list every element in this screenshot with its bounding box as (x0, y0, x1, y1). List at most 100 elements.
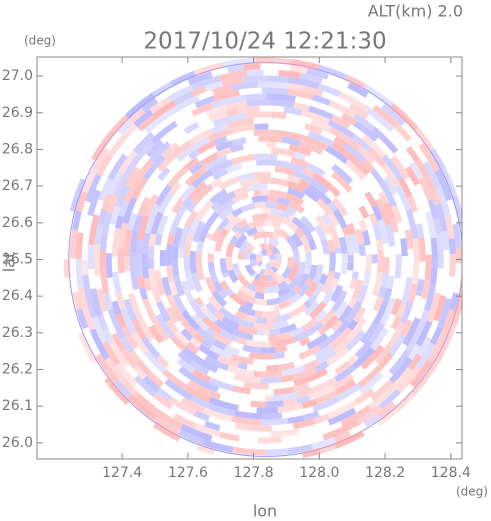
echo-cell (169, 221, 179, 236)
echo-cell (264, 279, 279, 288)
echo-cell (191, 102, 214, 117)
echo-cell (208, 377, 234, 392)
echo-cell (293, 373, 317, 387)
echo-cell (202, 211, 220, 232)
x-tick-label: 128.4 (431, 465, 471, 481)
echo-cell (368, 322, 385, 344)
echo-cell (299, 235, 311, 253)
echo-cell (329, 278, 339, 291)
echo-cell (195, 326, 217, 345)
echo-cell (146, 370, 164, 388)
echo-cell (183, 242, 192, 257)
echo-cell (302, 448, 321, 458)
echo-cell (351, 279, 364, 300)
echo-cell (328, 252, 336, 272)
echo-cell (260, 249, 268, 256)
echo-cell (261, 412, 283, 420)
echo-cell (280, 210, 291, 220)
echo-cell (372, 104, 399, 128)
echo-cell (170, 70, 196, 87)
echo-cell (340, 112, 357, 126)
echo-cell (283, 106, 303, 116)
echo-cell (347, 319, 358, 331)
echo-cell (283, 398, 298, 407)
echo-cell (327, 211, 340, 227)
echo-cell (151, 81, 173, 98)
echo-cell (231, 223, 241, 234)
echo-cell (135, 239, 144, 255)
echo-cell (238, 239, 251, 254)
echo-cell (89, 328, 110, 361)
echo-cell (280, 374, 294, 383)
echo-cell (317, 64, 348, 81)
echo-cell (107, 134, 128, 159)
echo-cell (313, 413, 330, 425)
echo-cell (81, 259, 89, 276)
echo-cell (177, 350, 194, 365)
echo-cell (354, 388, 375, 405)
echo-cell (382, 136, 399, 154)
echo-cell (230, 81, 259, 91)
echo-cell (104, 376, 131, 406)
echo-cell (208, 110, 228, 122)
echo-cell (90, 139, 109, 162)
echo-cell (75, 232, 84, 259)
echo-cell (142, 375, 161, 393)
echo-cell (268, 334, 277, 342)
echo-cell (148, 268, 158, 290)
echo-cell (224, 215, 242, 233)
echo-cell (189, 360, 210, 376)
echo-cell (345, 329, 366, 352)
echo-cell (243, 63, 261, 71)
echo-cell (327, 399, 359, 420)
echo-cell (184, 209, 199, 228)
echo-cell (281, 136, 301, 147)
echo-cell (96, 154, 113, 177)
echo-cell (82, 306, 96, 331)
echo-cell (123, 298, 137, 322)
echo-cell (440, 168, 458, 198)
echo-cell (348, 103, 369, 120)
echo-cell (94, 223, 104, 244)
echo-cell (258, 436, 282, 444)
echo-cell (398, 177, 413, 198)
echo-cell (287, 415, 304, 424)
echo-cell (287, 180, 306, 193)
echo-cell (312, 282, 325, 298)
echo-cell (317, 325, 329, 336)
echo-cell (409, 161, 424, 180)
echo-cell (315, 214, 331, 236)
echo-cell (234, 422, 252, 431)
echo-cell (153, 392, 173, 410)
echo-cell (271, 220, 282, 229)
echo-cell (251, 231, 262, 241)
echo-cell (407, 343, 421, 361)
echo-cell (184, 291, 195, 303)
echo-cell (262, 309, 281, 318)
echo-cell (357, 285, 369, 302)
echo-cell (353, 306, 367, 323)
echo-cell (336, 383, 362, 402)
echo-cell (327, 270, 335, 278)
echo-cell (198, 302, 205, 309)
echo-cell (99, 266, 110, 294)
echo-cell (221, 316, 240, 330)
echo-cell (120, 307, 137, 335)
echo-cell (328, 126, 350, 143)
echo-cell (78, 287, 88, 308)
echo-cell (231, 207, 243, 218)
echo-cell (266, 177, 290, 187)
echo-cell (103, 114, 130, 143)
echo-cell (195, 199, 214, 221)
echo-cell (231, 137, 247, 146)
echo-cell (320, 238, 330, 255)
echo-cell (266, 93, 296, 103)
echo-cell (379, 297, 396, 326)
echo-cell (106, 170, 124, 196)
echo-cell (304, 281, 319, 298)
echo-cell (345, 300, 363, 324)
echo-cell (243, 301, 254, 310)
echo-cell (271, 238, 280, 248)
echo-cell (251, 195, 268, 203)
echo-cell (365, 253, 372, 271)
